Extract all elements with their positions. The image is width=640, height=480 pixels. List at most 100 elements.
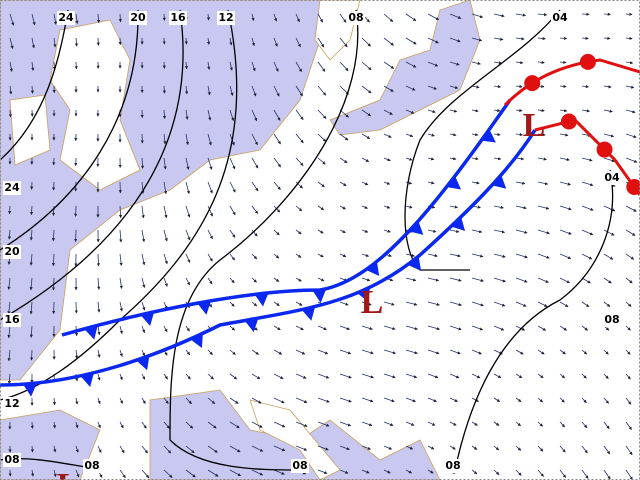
wind-arrow	[559, 277, 570, 284]
wind-arrow	[625, 421, 632, 430]
wind-arrow	[9, 61, 13, 72]
wind-arrow	[51, 253, 56, 267]
wind-arrow	[163, 325, 168, 333]
wind-arrow	[53, 445, 57, 453]
wind-arrow	[537, 205, 550, 210]
wind-arrow	[295, 85, 303, 97]
cold-front-triangle	[254, 292, 269, 307]
wind-arrow	[427, 421, 436, 426]
wind-arrow	[581, 277, 591, 284]
wind-arrow	[229, 37, 233, 46]
isobar-label: 16	[170, 11, 186, 24]
wind-arrow	[427, 85, 438, 90]
wind-arrow	[559, 469, 567, 478]
wind-arrow	[8, 205, 12, 215]
warm-front	[503, 58, 640, 107]
wind-arrow	[185, 421, 194, 429]
isobars	[0, 9, 614, 471]
wind-arrow	[339, 181, 347, 187]
wind-arrow	[163, 133, 167, 145]
wind-arrow	[97, 445, 102, 453]
wind-arrow	[339, 325, 351, 331]
wind-arrow	[361, 109, 372, 117]
wind-arrow	[559, 36, 568, 40]
cold-front-triangle	[80, 372, 94, 388]
wind-arrow	[559, 349, 566, 355]
wind-arrow	[7, 301, 11, 315]
wind-arrow	[449, 253, 461, 258]
wind-arrow	[229, 373, 238, 380]
wind-arrow	[493, 205, 504, 209]
wind-arrow	[7, 229, 12, 240]
wind-arrow	[405, 109, 415, 114]
wind-arrow	[251, 61, 256, 72]
wind-arrow	[603, 397, 609, 404]
low-pressure: L	[57, 467, 80, 480]
wind-arrow	[625, 253, 635, 260]
wind-arrow	[559, 229, 572, 235]
wind-arrow	[581, 109, 591, 113]
wind-arrow	[273, 373, 284, 379]
wind-arrow	[383, 205, 391, 209]
wind-arrow	[273, 349, 283, 355]
wind-arrow	[405, 373, 418, 379]
wind-arrow	[537, 157, 547, 161]
wind-arrow	[251, 253, 258, 260]
wind-arrow	[383, 37, 394, 46]
wind-arrow	[427, 37, 439, 44]
wind-arrow	[30, 349, 34, 361]
wind-arrow	[317, 373, 330, 379]
wind-arrow	[273, 397, 285, 404]
cold-front-triangle	[301, 306, 316, 321]
wind-arrow	[295, 373, 307, 379]
wind-arrow	[317, 229, 324, 234]
wind-arrow	[74, 37, 79, 47]
wind-arrow	[141, 301, 146, 311]
wind-arrow	[383, 301, 395, 306]
wind-arrow	[119, 229, 123, 243]
wind-arrow	[317, 421, 330, 427]
wind-arrow	[207, 133, 212, 146]
wind-arrow	[603, 205, 616, 212]
wind-arrow	[97, 421, 101, 429]
wind-arrow	[141, 373, 146, 380]
wind-arrow	[163, 205, 168, 219]
wind-arrow	[603, 157, 616, 163]
wind-arrow	[537, 301, 548, 307]
wind-arrow	[295, 397, 308, 403]
isobar-label: 24	[4, 181, 20, 194]
wind-arrow	[295, 61, 302, 73]
cold-front-triangle	[407, 256, 422, 271]
wind-arrow	[229, 205, 236, 216]
wind-arrow	[295, 277, 302, 282]
isobar-label: 20	[130, 11, 146, 24]
wind-arrow	[185, 445, 195, 454]
wind-arrow	[405, 349, 418, 355]
label-background	[3, 453, 21, 467]
wind-arrow	[493, 445, 500, 451]
warm-front	[534, 118, 640, 196]
cold-front-triangle	[84, 325, 98, 340]
wind-arrow	[119, 373, 123, 381]
wind-arrow	[515, 132, 524, 137]
wind-arrow	[537, 133, 546, 137]
wind-arrow	[229, 109, 235, 122]
wind-arrow	[515, 108, 523, 113]
wind-arrow	[603, 301, 611, 307]
wind-arrow	[229, 325, 235, 331]
wind-arrow	[493, 37, 504, 41]
wind-arrow	[339, 469, 349, 474]
wind-arrow	[625, 301, 632, 307]
wind-arrow	[427, 277, 440, 282]
wind-arrow	[383, 445, 393, 450]
wind-arrow	[29, 277, 33, 291]
wind-arrow	[515, 325, 526, 331]
wind-arrow	[449, 349, 461, 355]
cold-front-triangle	[197, 300, 212, 315]
wind-arrow	[295, 325, 304, 331]
wind-arrow	[141, 229, 146, 243]
wind-arrow	[339, 133, 349, 141]
wind-arrow	[251, 133, 258, 146]
wind-arrow	[625, 277, 633, 284]
wind-arrow	[383, 469, 391, 474]
